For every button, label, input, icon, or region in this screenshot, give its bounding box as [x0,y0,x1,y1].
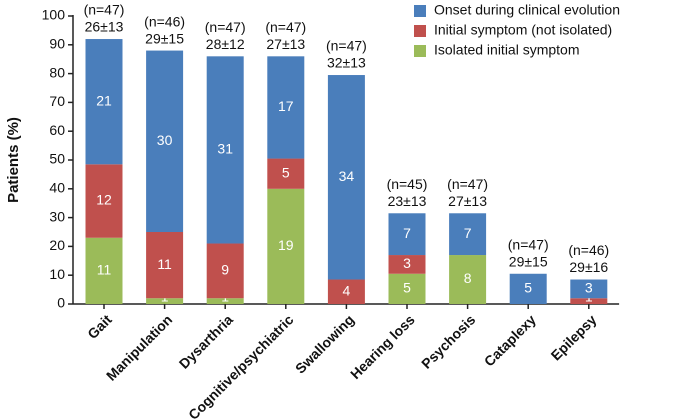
value-label: 3 [403,255,411,271]
value-label: 5 [524,280,532,296]
value-label: 34 [339,168,355,184]
n-label: (n=47) [205,19,246,35]
age-label: 27±13 [448,193,487,209]
bar-segment [388,255,426,274]
value-label: 8 [464,270,472,286]
age-label: 29±15 [509,253,548,269]
value-label: 12 [96,192,112,208]
value-label: 30 [157,132,173,148]
bar-segment [206,243,244,299]
bar-segment [449,213,487,256]
bar-segment [570,279,608,299]
age-label: 23±13 [388,193,427,209]
n-label: (n=47) [508,236,549,252]
y-tick-label: 80 [49,64,65,80]
age-label: 27±13 [266,36,305,52]
y-tick-label: 90 [49,36,65,52]
value-label: 5 [282,164,290,180]
bar-segment [85,164,123,238]
bar-segment [327,279,365,304]
value-label: 9 [221,262,229,278]
x-tick-label: Cataplexy [481,311,539,369]
bar-segment [85,39,123,165]
age-label: 26±13 [85,19,124,35]
x-tick-label: Swallowing [292,311,357,376]
bar-segment [388,273,426,304]
bar-segment [509,273,547,304]
y-axis-label: Patients (%) [5,117,22,203]
n-label: (n=47) [447,176,488,192]
y-tick-label: 60 [49,122,65,138]
x-tick-label: Epilepsy [548,311,600,363]
value-label: 5 [403,280,411,296]
age-label: 32±13 [327,55,366,71]
legend-label: Initial symptom (not isolated) [434,22,612,38]
bar-segment [206,56,244,244]
bar-segment [267,56,305,159]
y-tick-label: 30 [49,208,65,224]
n-label: (n=46) [568,242,609,258]
bar-segment [327,75,365,280]
x-tick-label: Dysarthria [176,311,236,371]
x-tick-label: Hearing loss [347,311,418,382]
value-label: 11 [157,256,172,272]
y-tick-label: 0 [57,295,65,311]
age-label: 29±15 [145,30,184,46]
bar-segment [449,255,487,304]
value-label: 7 [464,225,472,241]
bar-segment [267,158,305,189]
value-label: 3 [585,280,593,296]
y-tick-label: 50 [49,151,65,167]
x-tick-label: Gait [84,311,115,342]
bar-segment [146,298,184,304]
value-label: 11 [97,262,112,278]
bar-segment [146,50,184,233]
bar-segment [570,298,608,304]
value-label: 7 [403,225,411,241]
bar-segment [206,298,244,304]
y-tick-label: 40 [49,180,65,196]
legend-swatch [414,5,426,17]
bar-segment [146,232,184,299]
bar-segment [267,188,305,304]
x-tick-label: Cognitive/psychiatric [185,311,297,420]
x-tick-label: Psychosis [418,311,478,371]
value-label: 31 [217,141,233,157]
n-label: (n=46) [144,13,185,29]
y-tick-label: 20 [49,237,65,253]
value-label: 19 [278,237,294,253]
n-label: (n=47) [84,2,125,18]
n-label: (n=45) [387,176,428,192]
value-label: 17 [278,98,294,114]
value-label: 4 [343,282,351,298]
n-label: (n=47) [326,38,367,54]
y-tick-label: 10 [49,266,65,282]
legend-label: Onset during clinical evolution [434,2,620,18]
n-label: (n=47) [265,19,306,35]
age-label: 29±16 [569,259,608,275]
legend-swatch [414,25,426,37]
y-tick-label: 100 [42,7,66,23]
age-label: 28±12 [206,36,245,52]
legend-label: Isolated initial symptom [434,42,580,58]
bar-segment [85,237,123,304]
bar-segment [388,213,426,256]
legend-swatch [414,45,426,57]
value-label: 21 [96,92,112,108]
y-tick-label: 70 [49,93,65,109]
